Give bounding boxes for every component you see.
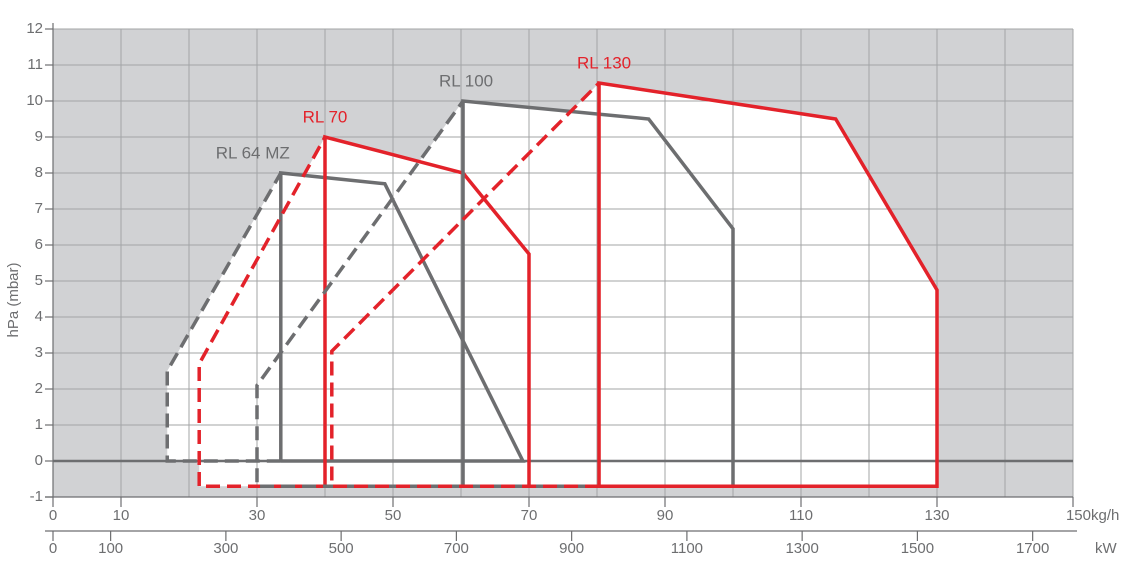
x2-tick-label: 100 <box>98 540 123 557</box>
x2-tick-label: 900 <box>559 540 584 557</box>
series-label: RL 64 MZ <box>216 143 290 162</box>
x2-unit: kW <box>1095 540 1118 557</box>
series-label: RL 70 <box>303 107 348 126</box>
y-tick-label: 9 <box>35 128 43 145</box>
x2-tick-label: 1100 <box>671 540 703 557</box>
x2-tick-label: 1500 <box>901 540 934 557</box>
x-unit: kg/h <box>1091 507 1119 524</box>
x2-tick-label: 1300 <box>785 540 818 557</box>
y-tick-label: 10 <box>26 92 43 109</box>
field-dashed-outline <box>165 172 283 463</box>
x2-tick-label: 500 <box>329 540 354 557</box>
field-outline <box>597 80 939 488</box>
series-label: RL 130 <box>577 53 631 72</box>
x2-tick-label: 700 <box>444 540 469 557</box>
y-tick-label: 12 <box>26 20 43 37</box>
y-tick-label: 0 <box>35 452 43 469</box>
x-tick-label: 10 <box>113 507 130 524</box>
y-tick-label: 6 <box>35 236 43 253</box>
x-tick-label: 110 <box>789 507 813 524</box>
field-fill <box>599 83 937 487</box>
y-tick-label: 11 <box>27 56 43 73</box>
field-dashed-outline <box>330 81 601 488</box>
x2-tick-label: 300 <box>213 540 238 557</box>
x2-tick-label: 1700 <box>1016 540 1049 557</box>
y-tick-label: 8 <box>35 164 43 181</box>
x-tick-label: 150 <box>1066 507 1091 524</box>
field-fill <box>331 83 600 487</box>
x-tick-label: 0 <box>49 507 57 524</box>
series-label: RL 100 <box>439 71 493 90</box>
y-tick-label: 4 <box>35 308 43 325</box>
field-outline <box>279 171 526 463</box>
y-tick-label: 1 <box>35 416 43 433</box>
x-tick-label: 50 <box>385 507 402 524</box>
x2-tick-label: 0 <box>49 540 57 557</box>
y-tick-label: 7 <box>35 200 43 217</box>
y-tick-label: 5 <box>35 272 43 289</box>
y-tick-label: 2 <box>35 380 43 397</box>
y-tick-label: 3 <box>35 344 43 361</box>
x-tick-label: 30 <box>249 507 266 524</box>
x-tick-label: 90 <box>657 507 674 524</box>
x-tick-label: 70 <box>521 507 538 524</box>
field-dashed-outline <box>255 99 465 488</box>
y-tick-label: -1 <box>30 488 43 505</box>
x-tick-label: 130 <box>924 507 949 524</box>
y-axis-label: hPa (mbar) <box>5 262 22 337</box>
